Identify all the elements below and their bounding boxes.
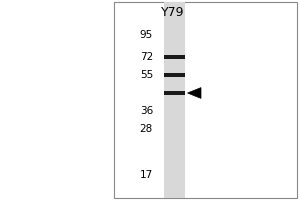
Polygon shape <box>188 88 201 98</box>
Bar <box>114 2 297 198</box>
Text: 72: 72 <box>140 52 153 62</box>
Text: 28: 28 <box>140 124 153 134</box>
Text: 36: 36 <box>140 106 153 116</box>
Bar <box>164 91 184 95</box>
Bar <box>164 73 184 77</box>
Bar <box>164 2 184 198</box>
Text: 17: 17 <box>140 170 153 180</box>
Text: 55: 55 <box>140 70 153 80</box>
Text: 95: 95 <box>140 30 153 40</box>
Bar <box>164 55 184 59</box>
Text: Y79: Y79 <box>161 6 184 19</box>
